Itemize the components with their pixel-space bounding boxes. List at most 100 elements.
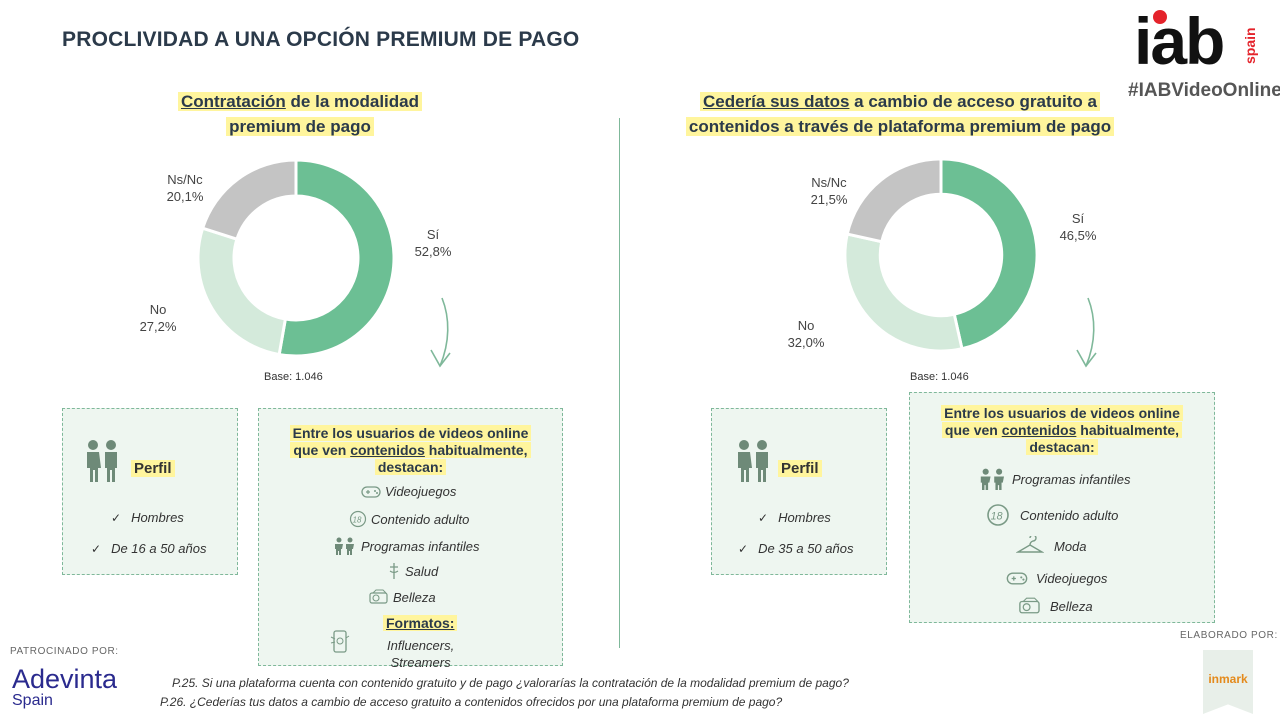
children-icon: [980, 468, 1004, 490]
right-item-programas-infantiles: Programas infantiles: [978, 468, 1131, 490]
left-item-programas-infantiles: Programas infantiles: [333, 537, 480, 555]
inmark-name: inmark: [1208, 672, 1248, 686]
left-destacan-head: Entre los usuarios de videos online que …: [259, 425, 562, 476]
left-title-underlined: Contratación: [180, 92, 286, 111]
left-label-si-name: Sí: [426, 227, 440, 242]
left-item-3-label: Salud: [405, 563, 439, 579]
right-item-videojuegos: Videojuegos: [1006, 571, 1107, 586]
logo-spain-text: spain: [1242, 27, 1258, 64]
left-label-no-value: 27,2%: [139, 319, 177, 334]
people-icon: [734, 439, 774, 483]
left-perfil-item-1-text: De 16 a 50 años: [111, 541, 207, 556]
right-title-rest: a cambio de acceso gratuito a: [849, 92, 1097, 111]
left-destacan-box: Entre los usuarios de videos online que …: [258, 408, 563, 670]
logo-dot: [1153, 10, 1167, 24]
people-icon: [83, 439, 123, 483]
right-destacan-head: Entre los usuarios de videos online que …: [910, 405, 1214, 456]
left-head-line2b: habitualmente,: [424, 442, 528, 458]
check-icon: ✓: [738, 541, 749, 556]
left-perfil-item-1: ✓ De 16 a 50 años: [91, 541, 206, 556]
left-label-nsnc: Ns/Nc 20,1%: [157, 171, 213, 205]
right-base-label: Base: 1.046: [910, 371, 969, 383]
right-perfil-item-1-text: De 35 a 50 años: [758, 541, 854, 556]
right-question-title: Cedería sus datos a cambio de acceso gra…: [650, 89, 1150, 139]
right-item-moda: Moda: [1016, 536, 1087, 556]
right-title-line2: contenidos a través de plataforma premiu…: [685, 117, 1115, 136]
right-slice-no: [843, 232, 964, 353]
check-icon: ✓: [111, 510, 122, 525]
children-icon: [335, 537, 354, 555]
eighteen-plus-icon: 18: [349, 510, 367, 528]
left-perfil-item-0: ✓ Hombres: [111, 510, 184, 525]
left-title-rest: de la modalidad: [285, 92, 420, 111]
right-label-si: Sí 46,5%: [1053, 210, 1103, 244]
left-perfil-box: Perfil ✓ Hombres ✓ De 16 a 50 años: [62, 408, 238, 575]
right-item-2-label: Moda: [1054, 538, 1087, 554]
left-head-line1: Entre los usuarios de videos online: [289, 425, 532, 441]
health-icon: [389, 563, 399, 579]
right-perfil-item-0-text: Hombres: [778, 510, 831, 525]
adevinta-sub: Spain: [12, 692, 53, 709]
left-label-si: Sí 52,8%: [408, 226, 458, 260]
left-donut-chart: [196, 158, 396, 358]
right-perfil-item-1: ✓ De 35 a 50 años: [738, 541, 853, 556]
left-item-belleza: Belleza: [369, 589, 436, 605]
left-formatos-label: Formatos:: [383, 615, 458, 631]
right-head-line3: destacan:: [1026, 439, 1098, 455]
left-perfil-label: Perfil: [131, 460, 175, 477]
logo-iab-text: iab: [1134, 4, 1225, 78]
right-head-line2b: habitualmente,: [1076, 422, 1180, 438]
left-label-nsnc-name: Ns/Nc: [167, 172, 203, 187]
left-label-si-value: 52,8%: [414, 244, 452, 259]
right-slice-nsnc: [845, 157, 943, 244]
beauty-icon: [1019, 597, 1040, 614]
right-head-line1: Entre los usuarios de videos online: [941, 405, 1183, 421]
adevinta-logo: Adevinta Spain: [12, 666, 117, 710]
right-label-no: No 32,0%: [778, 317, 834, 351]
vertical-divider: [619, 118, 620, 648]
check-icon: ✓: [758, 510, 769, 525]
footnote-p25: P.25. Si una plataforma cuenta con conte…: [172, 676, 849, 690]
svg-text:18: 18: [353, 516, 362, 525]
right-label-no-name: No: [797, 318, 815, 333]
left-item-salud: Salud: [387, 562, 438, 580]
right-item-4-label: Belleza: [1050, 598, 1093, 614]
left-label-no-name: No: [149, 302, 167, 317]
left-formatos-item-1: Streamers: [390, 655, 451, 670]
right-head-line2u: contenidos: [1001, 422, 1077, 438]
left-item-contenido-adulto: 18 Contenido adulto: [349, 510, 469, 528]
elaborado-label: ELABORADO POR:: [1180, 630, 1278, 641]
left-formatos-items: Influencers, Streamers: [387, 637, 454, 671]
beauty-icon: [369, 589, 388, 604]
right-item-0-label: Programas infantiles: [1012, 471, 1131, 487]
left-item-1-label: Contenido adulto: [371, 511, 470, 527]
right-label-nsnc-value: 21,5%: [810, 192, 848, 207]
right-perfil-box: Perfil ✓ Hombres ✓ De 35 a 50 años: [711, 408, 887, 575]
left-base-label: Base: 1.046: [264, 371, 323, 383]
right-label-si-name: Sí: [1071, 211, 1085, 226]
right-arrow-icon: [1068, 296, 1108, 372]
inmark-logo: inmark: [1203, 650, 1253, 714]
right-head-line2a: que ven: [944, 422, 1002, 438]
right-slice-si: [939, 157, 1039, 351]
right-item-3-label: Videojuegos: [1036, 571, 1108, 586]
left-item-2-label: Programas infantiles: [361, 538, 480, 554]
right-item-belleza: Belleza: [1018, 597, 1093, 615]
svg-text:18: 18: [991, 511, 1003, 523]
left-arrow-icon: [422, 296, 462, 372]
left-slice-nsnc: [200, 158, 298, 242]
right-label-si-value: 46,5%: [1059, 228, 1097, 243]
phone-icon: [329, 629, 353, 655]
left-question-title: Contratación de la modalidad premium de …: [120, 89, 480, 139]
footnote-p26: P.26. ¿Cederías tus datos a cambio de ac…: [160, 695, 783, 709]
left-item-4-label: Belleza: [393, 589, 436, 605]
gamepad-icon: [1006, 572, 1028, 585]
right-perfil-item-0: ✓ Hombres: [758, 510, 831, 525]
left-label-no: No 27,2%: [130, 301, 186, 335]
left-perfil-item-0-text: Hombres: [131, 510, 184, 525]
hashtag: #IABVideoOnline: [1128, 80, 1280, 101]
left-head-line2u: contenidos: [350, 442, 425, 458]
right-label-nsnc-name: Ns/Nc: [811, 175, 847, 190]
left-item-videojuegos: Videojuegos: [361, 484, 456, 499]
left-head-line3: destacan:: [374, 459, 447, 475]
